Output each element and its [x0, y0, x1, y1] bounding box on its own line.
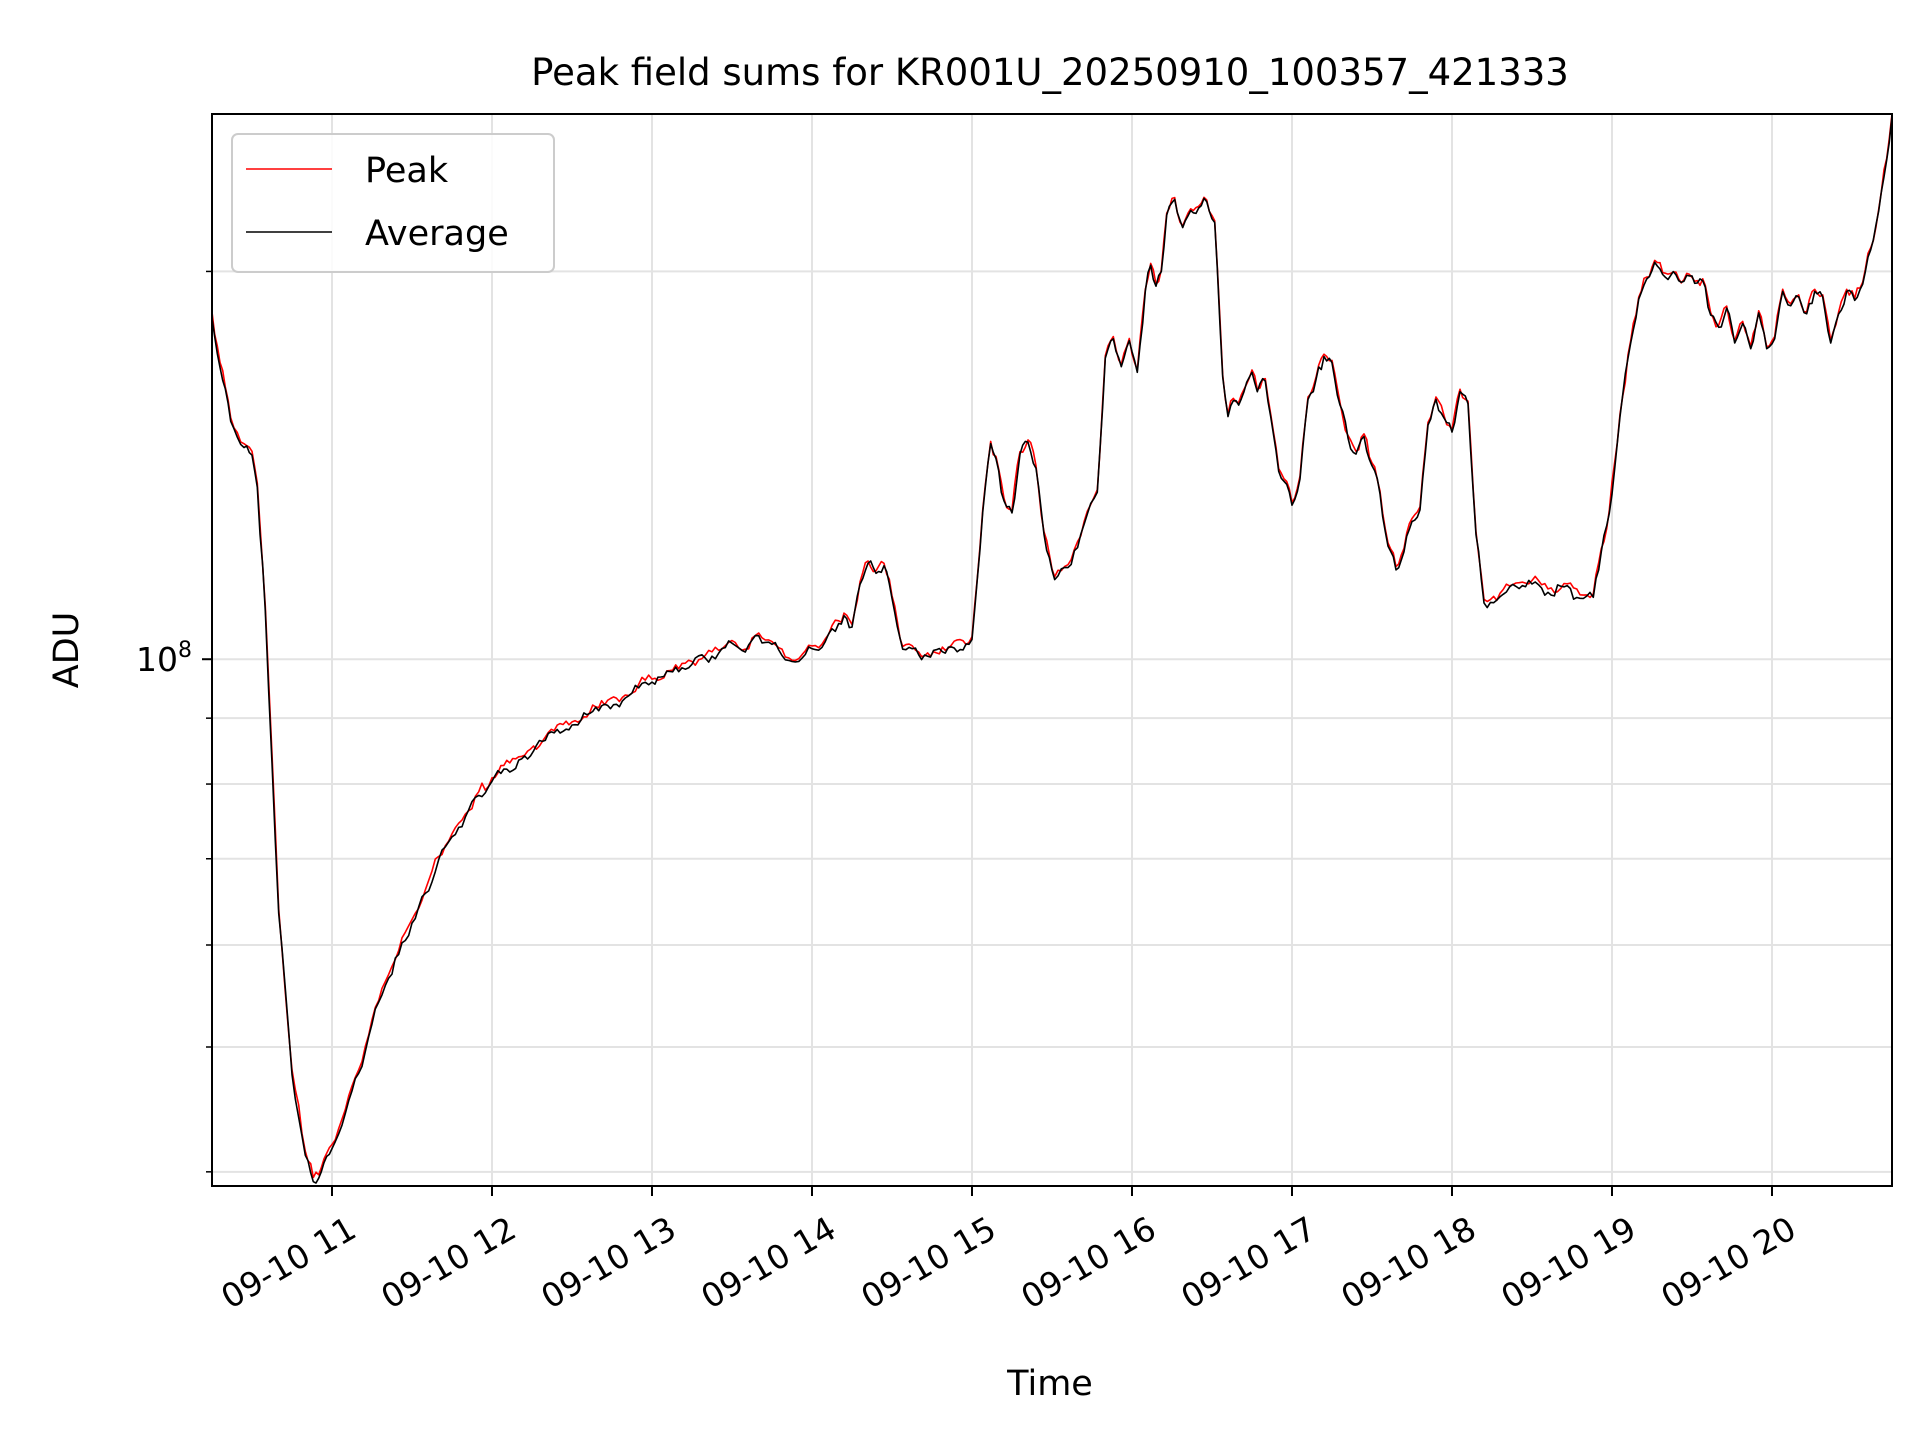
series-layer: [211, 113, 1893, 1184]
legend-label-peak: Peak: [365, 151, 449, 191]
series-line-average: [211, 116, 1893, 1184]
y-tick-label: 108: [136, 638, 192, 679]
grid: [212, 114, 1892, 1186]
x-axis-label: Time: [1006, 1364, 1093, 1404]
legend-label-average: Average: [365, 214, 509, 254]
y-axis-label: ADU: [47, 612, 87, 689]
y-ticks: 108: [136, 270, 212, 1173]
legend: Peak Average: [231, 133, 555, 273]
chart-title: Peak field sums for KR001U_20250910_1003…: [531, 51, 1569, 94]
plot-frame: [211, 113, 1893, 1187]
